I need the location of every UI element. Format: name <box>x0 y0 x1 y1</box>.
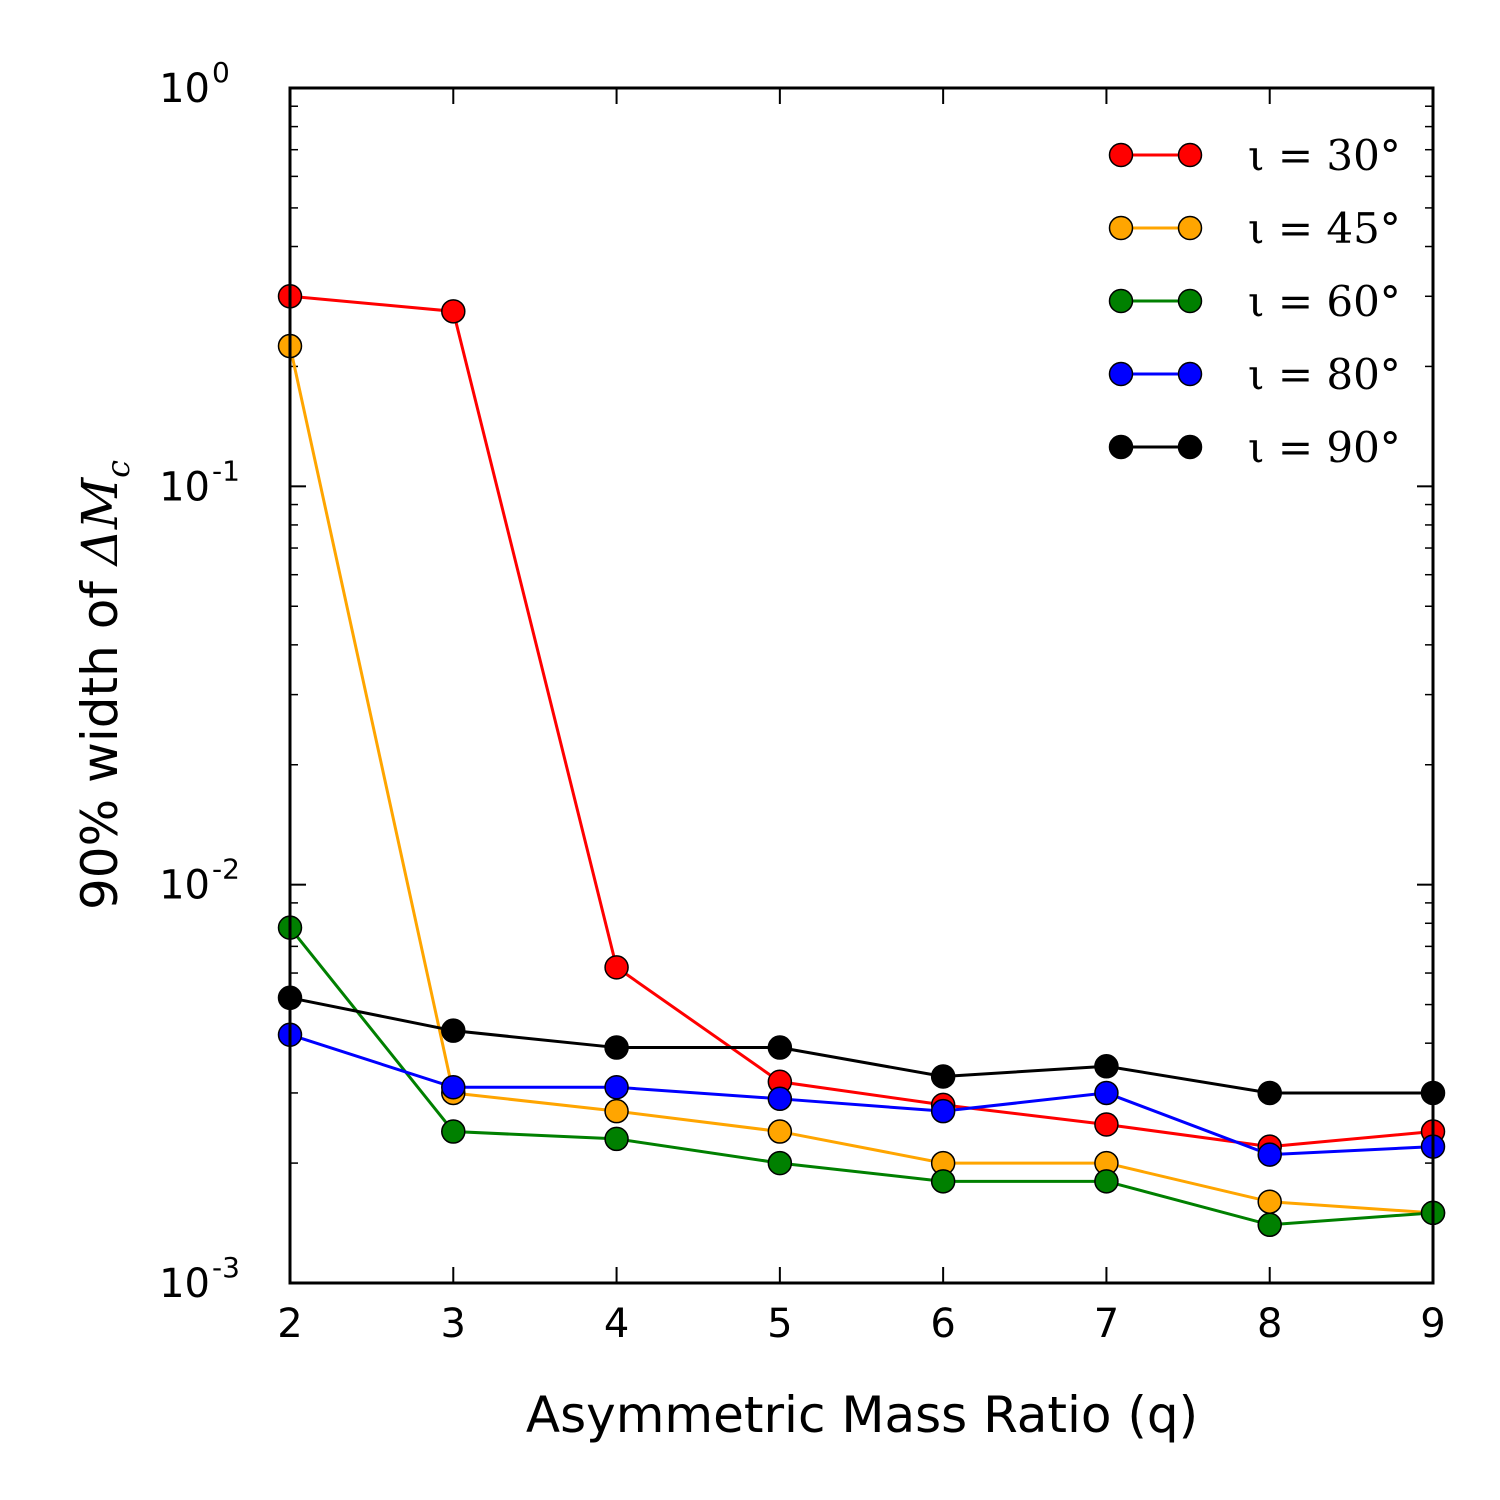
plot-frame <box>288 86 1435 1285</box>
data-point <box>604 1098 629 1124</box>
y-tick-exponent: -1 <box>212 454 240 487</box>
data-point <box>767 1035 793 1060</box>
data-point <box>930 1098 956 1124</box>
legend: ι = 30° ι = 45° ι = 60° ι = 80° ι = 90° <box>1108 131 1401 472</box>
data-point <box>441 299 466 324</box>
series-line <box>289 996 1433 1095</box>
y-tick-exponent: -2 <box>212 853 240 886</box>
legend-label: ι = 90° <box>1248 423 1401 472</box>
data-point <box>767 1086 793 1112</box>
legend-marker <box>1108 288 1134 314</box>
legend-label: ι = 60° <box>1248 277 1401 326</box>
data-point <box>1094 1169 1119 1194</box>
data-point <box>604 1075 629 1100</box>
data-point <box>767 1119 793 1144</box>
legend-entry: ι = 30° <box>1108 131 1401 180</box>
x-tick-labels: 2 3 4 5 6 7 8 9 <box>277 1301 1445 1347</box>
data-point <box>604 1126 629 1152</box>
data-point <box>1257 1212 1282 1238</box>
data-point <box>1257 1189 1282 1214</box>
legend-entry: ι = 80° <box>1108 350 1401 399</box>
x-tick-label: 7 <box>1094 1301 1119 1347</box>
data-point <box>604 1035 629 1060</box>
y-axis-title: 90% width of ΔMc <box>71 460 137 910</box>
legend-marker <box>1177 434 1203 460</box>
x-tick-label: 6 <box>930 1301 955 1347</box>
x-tick-label: 5 <box>767 1301 792 1347</box>
x-axis-title: Asymmetric Mass Ratio (q) <box>526 1386 1198 1444</box>
data-point <box>604 955 629 980</box>
legend-entry: ι = 60° <box>1108 277 1401 326</box>
data-point <box>1257 1080 1282 1106</box>
legend-marker <box>1108 215 1134 241</box>
y-tick-exponent: -3 <box>212 1251 240 1284</box>
legend-marker <box>1177 142 1203 168</box>
data-point <box>1094 1054 1119 1079</box>
legend-entry: ι = 90° <box>1108 423 1401 472</box>
data-point <box>767 1150 793 1176</box>
legend-marker <box>1177 288 1203 314</box>
legend-marker <box>1108 142 1134 168</box>
data-point <box>441 1075 466 1100</box>
series-line <box>288 345 1434 1215</box>
data-point <box>930 1064 956 1089</box>
data-point <box>441 1018 466 1043</box>
y-tick-label: 10 <box>159 863 210 909</box>
y-tick-exponent: 0 <box>212 56 230 89</box>
legend-entry: ι = 45° <box>1108 204 1401 253</box>
data-point <box>1094 1112 1119 1137</box>
data-point <box>930 1169 956 1194</box>
x-tick-label: 3 <box>441 1301 466 1347</box>
y-tick-label: 10 <box>159 1261 210 1307</box>
legend-label: ι = 45° <box>1248 204 1401 253</box>
data-point <box>1257 1142 1282 1167</box>
x-tick-label: 9 <box>1420 1301 1445 1347</box>
x-tick-label: 8 <box>1257 1301 1282 1347</box>
y-axis-title-math: ΔM <box>71 476 129 567</box>
legend-marker <box>1108 434 1134 460</box>
series-line <box>289 1033 1434 1157</box>
x-tick-label: 4 <box>604 1301 629 1347</box>
y-axis-title-text: 90% width of <box>71 565 129 910</box>
data-point <box>1094 1080 1119 1106</box>
legend-label: ι = 80° <box>1248 350 1401 399</box>
x-tick-label: 2 <box>277 1301 302 1347</box>
series-line <box>288 926 1434 1227</box>
y-tick-label: 10 <box>159 66 210 112</box>
y-axis-title-sub: c <box>99 460 137 478</box>
legend-marker <box>1177 215 1203 241</box>
legend-label: ι = 30° <box>1248 131 1401 180</box>
legend-marker <box>1108 361 1134 387</box>
y-tick-label: 10 <box>159 464 210 510</box>
legend-marker <box>1177 361 1203 387</box>
data-point <box>441 1119 466 1144</box>
series-4 <box>277 985 1446 1106</box>
